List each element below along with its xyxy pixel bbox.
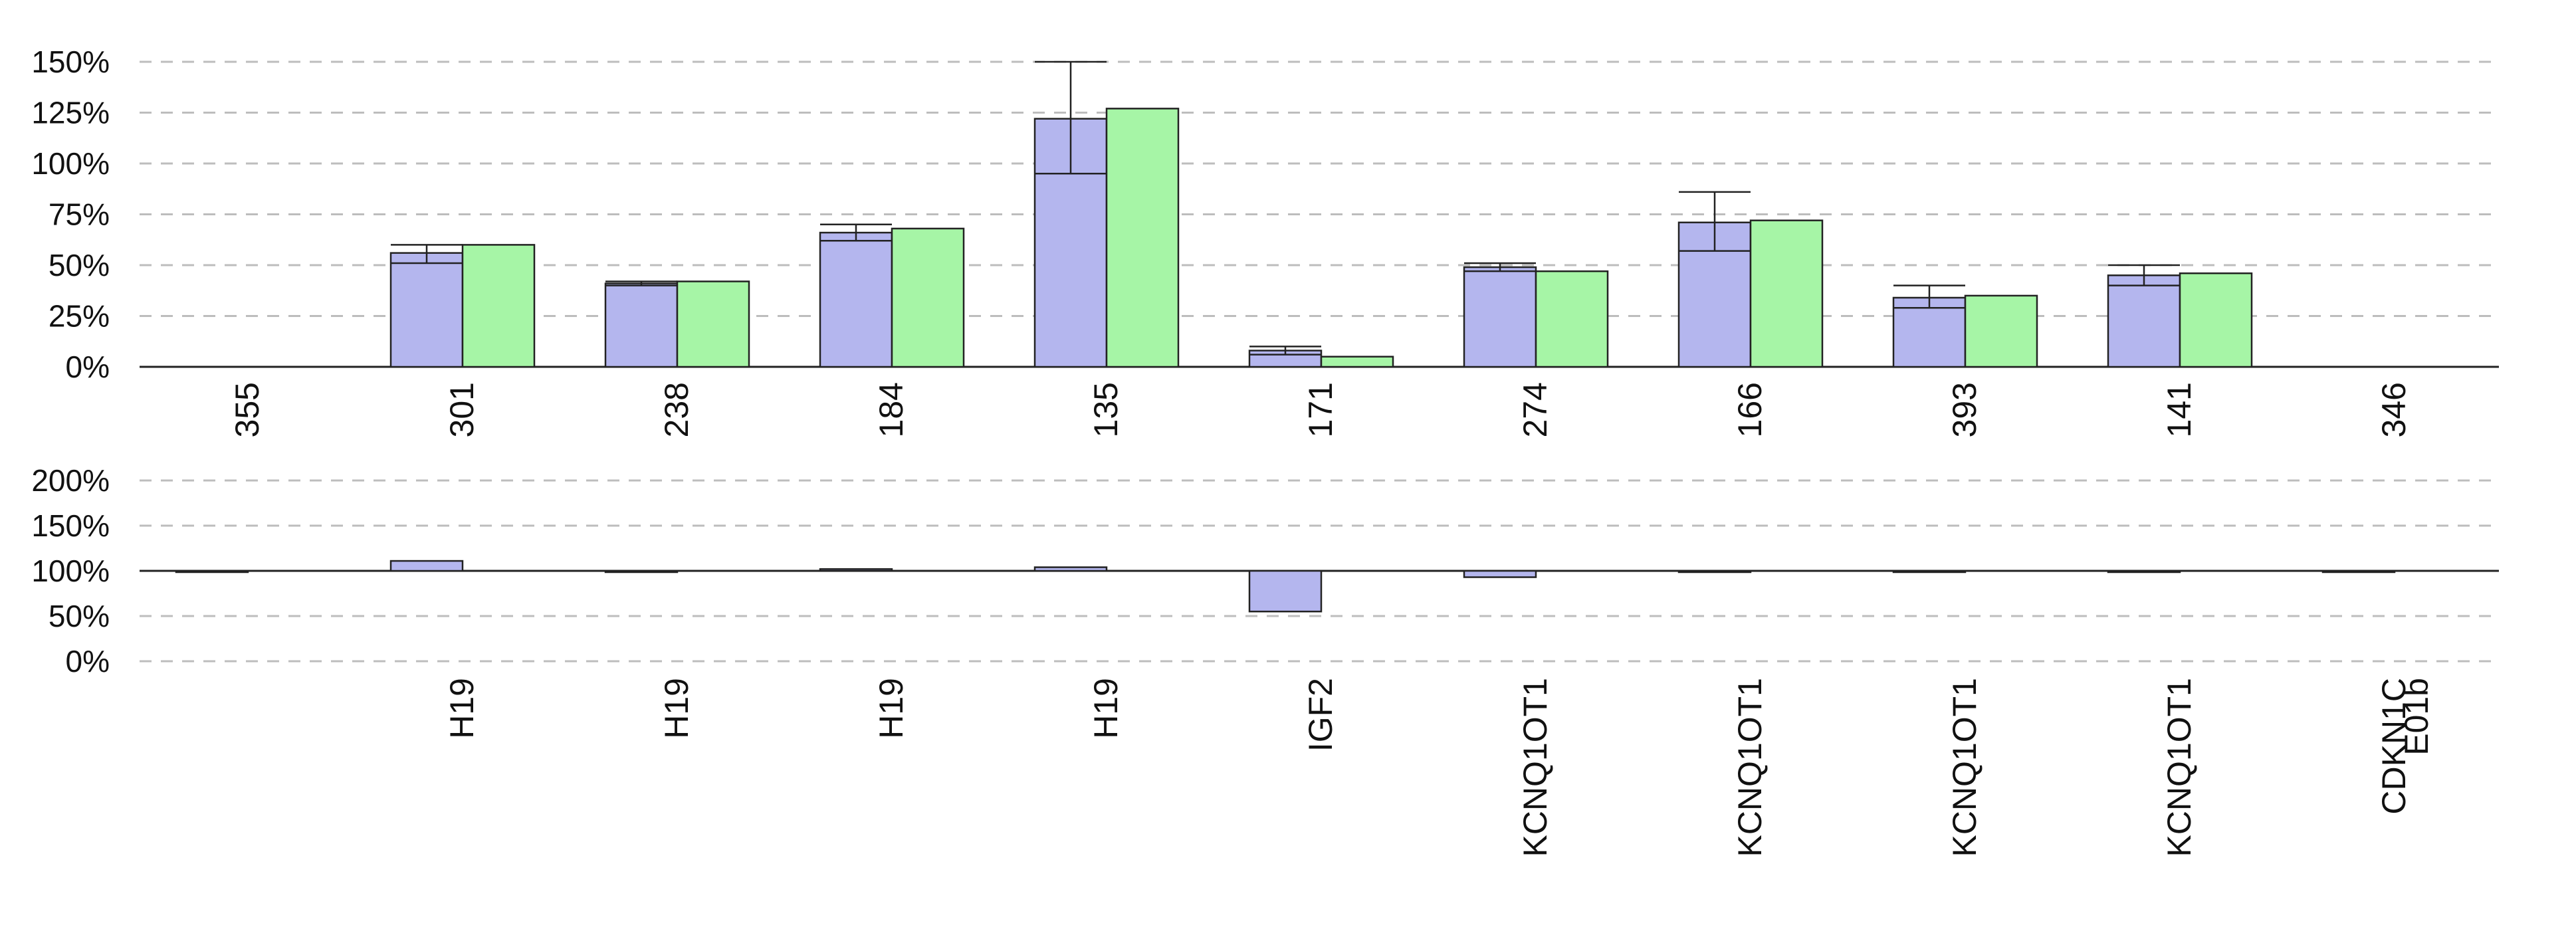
- top-bar-series1: [2107, 274, 2181, 368]
- bottom-category-label: CDKN1C: [2375, 678, 2413, 815]
- top-category-label: 184: [873, 382, 910, 437]
- top-chart-y-axis: 0% 25% 50% 75% 100% 125% 150%: [31, 45, 110, 384]
- top-bar-series2: [676, 280, 750, 368]
- bottom-chart-y-axis: 0% 50% 100% 150% 200%: [31, 463, 110, 679]
- bottom-category-label: H19: [443, 678, 481, 739]
- bottom-chart-bars: [175, 560, 2396, 613]
- bottom-category-label: H19: [1087, 678, 1125, 739]
- top-category-label: 393: [1946, 382, 1983, 437]
- top-bar-series2: [1320, 356, 1394, 368]
- top-bar-series1: [604, 282, 679, 368]
- top-y-tick-label: 75%: [49, 197, 110, 232]
- top-category-label: 141: [2161, 382, 2198, 437]
- top-bar-series2: [1535, 270, 1609, 368]
- top-chart-bars: [389, 60, 2253, 368]
- bottom-bar: [1892, 570, 1967, 574]
- top-y-tick-label: 0%: [66, 350, 110, 384]
- bottom-category-label: H19: [873, 678, 910, 739]
- top-bar-series2: [1105, 108, 1180, 368]
- bottom-category-label: H19: [658, 678, 695, 739]
- bottom-y-tick-label: 150%: [31, 508, 110, 543]
- bottom-bar: [389, 560, 464, 572]
- top-category-label: 301: [443, 382, 481, 437]
- top-bar-series1: [1892, 296, 1967, 368]
- top-category-label: 135: [1087, 382, 1125, 437]
- bottom-category-label: KCNQ1OT1: [2161, 678, 2198, 857]
- top-bar-series1: [389, 252, 464, 368]
- top-category-label: 166: [1731, 382, 1769, 437]
- bottom-bar: [1677, 570, 1752, 574]
- top-category-label: 171: [1302, 382, 1339, 437]
- top-bar-series2: [2179, 272, 2253, 368]
- bottom-bar: [1033, 566, 1108, 572]
- bottom-category-label: KCNQ1OT1: [1517, 678, 1554, 857]
- top-chart-category-labels: 355 301 238 184 135 171 274 166 393 141 346: [229, 382, 2413, 437]
- top-category-label: 355: [229, 382, 266, 437]
- bottom-y-tick-label: 200%: [31, 463, 110, 498]
- bottom-bar: [175, 570, 249, 574]
- top-y-tick-label: 100%: [31, 146, 110, 181]
- bottom-chart-category-labels: H19 H19 H19 H19 IGF2 KCNQ1OT1 KCNQ1OT1 KCNQ1OT1…: [443, 678, 2435, 857]
- bottom-bar: [2321, 570, 2396, 574]
- top-bar-series2: [461, 244, 536, 368]
- top-bar-series2: [1749, 219, 1824, 368]
- bottom-category-label: KCNQ1OT1: [1946, 678, 1983, 857]
- bottom-category-label: KCNQ1OT1: [1731, 678, 1769, 857]
- bottom-category-label: IGF2: [1302, 678, 1339, 752]
- bottom-y-tick-label: 0%: [66, 644, 110, 679]
- bottom-bar: [1463, 570, 1537, 578]
- top-bar-series1: [819, 231, 893, 368]
- bottom-bar: [2107, 570, 2181, 574]
- top-category-label: 274: [1517, 382, 1554, 437]
- top-bar-series2: [1964, 294, 2038, 368]
- top-bar-series1: [1463, 266, 1537, 368]
- top-y-tick-label: 50%: [49, 248, 110, 282]
- top-category-label: 238: [658, 382, 695, 437]
- bottom-bar: [604, 570, 679, 574]
- bottom-category-label: E01b: [2398, 678, 2435, 756]
- top-category-label: 346: [2375, 382, 2413, 437]
- top-y-tick-label: 25%: [49, 299, 110, 334]
- bottom-bar: [1248, 570, 1323, 613]
- top-y-tick-label: 125%: [31, 96, 110, 130]
- top-bar-series2: [891, 227, 965, 368]
- bottom-y-tick-label: 50%: [49, 599, 110, 633]
- bottom-bar: [819, 568, 893, 572]
- top-y-tick-label: 150%: [31, 45, 110, 79]
- bottom-y-tick-label: 100%: [31, 554, 110, 588]
